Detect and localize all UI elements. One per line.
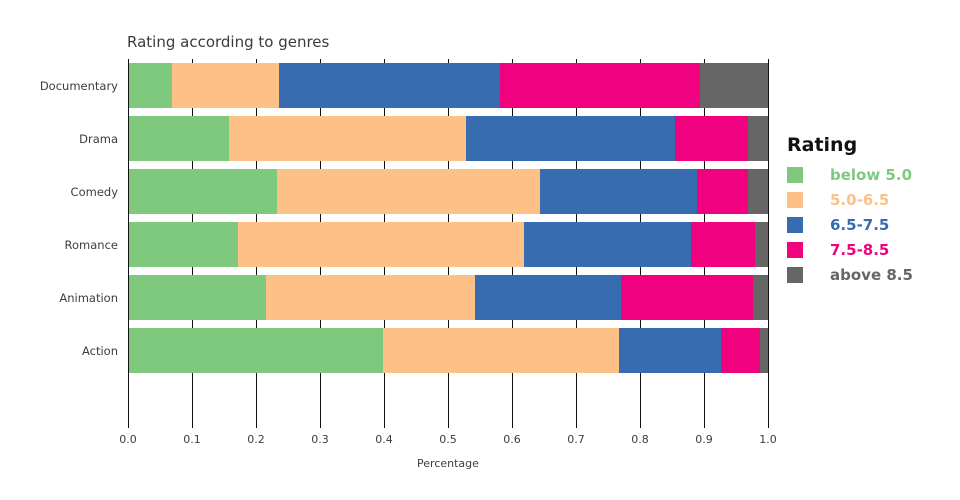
legend-title: Rating	[787, 134, 858, 156]
legend-label: below 5.0	[830, 166, 913, 184]
x-tick-label: 0.4	[375, 433, 393, 446]
legend-item: 6.5-7.5	[787, 217, 957, 233]
x-tick-label: 0.2	[247, 433, 265, 446]
bar-segment	[465, 116, 675, 161]
x-tick-label: 0.3	[311, 433, 329, 446]
plot-area	[127, 59, 769, 428]
bar-segment	[129, 328, 383, 373]
x-tick-label: 0.9	[695, 433, 713, 446]
bar-segment	[721, 328, 761, 373]
legend-label: 7.5-8.5	[830, 241, 890, 259]
bar-segment	[621, 275, 753, 320]
bar-segment	[748, 169, 768, 214]
bar-segment	[674, 116, 749, 161]
legend-swatch-icon	[787, 217, 803, 233]
gridline	[767, 59, 769, 428]
bar-segment	[539, 169, 698, 214]
y-tick-label: Animation	[59, 290, 118, 305]
legend-label: above 8.5	[830, 266, 913, 284]
bar-segment	[690, 222, 755, 267]
bar-segment	[748, 116, 768, 161]
bar-segment	[752, 275, 768, 320]
y-tick-label: Action	[81, 343, 118, 358]
y-tick-label: Comedy	[70, 184, 118, 199]
legend-item: 5.0-6.5	[787, 192, 957, 208]
bar-row-action	[129, 328, 768, 373]
y-tick-label: Drama	[79, 131, 118, 146]
bar-segment	[279, 63, 501, 108]
bar-segment	[277, 169, 540, 214]
x-axis-title: Percentage	[417, 457, 479, 470]
bar-segment	[760, 328, 768, 373]
x-tick-label: 0.5	[439, 433, 457, 446]
x-tick-label: 0.1	[183, 433, 201, 446]
legend-swatch-icon	[787, 167, 803, 183]
bar-row-comedy	[129, 169, 768, 214]
bar-segment	[129, 116, 229, 161]
bar-row-documentary	[129, 63, 768, 108]
legend-item: 7.5-8.5	[787, 242, 957, 258]
bar-segment	[129, 169, 278, 214]
x-tick-label: 0.8	[631, 433, 649, 446]
bar-row-drama	[129, 116, 768, 161]
bar-segment	[129, 275, 267, 320]
bar-segment	[475, 275, 621, 320]
bar-segment	[500, 63, 700, 108]
bar-segment	[129, 222, 239, 267]
legend-items: below 5.0 5.0-6.5 6.5-7.5 7.5-8.5 above 8.5	[787, 167, 957, 283]
x-tick-label: 0.6	[503, 433, 521, 446]
y-tick-label: Documentary	[39, 78, 118, 93]
chart-title: Rating according to genres	[127, 33, 330, 51]
legend-item: above 8.5	[787, 267, 957, 283]
legend: Rating below 5.0 5.0-6.5 6.5-7.5 7.5-8.5 abo…	[787, 134, 957, 292]
bar-segment	[699, 63, 768, 108]
bar-segment	[523, 222, 691, 267]
bar-segment	[697, 169, 749, 214]
bar-segment	[228, 116, 466, 161]
bar-segment	[266, 275, 476, 320]
legend-swatch-icon	[787, 242, 803, 258]
bar-segment	[172, 63, 280, 108]
bar-segment	[238, 222, 524, 267]
legend-label: 5.0-6.5	[830, 191, 890, 209]
x-tick-label: 1.0	[759, 433, 777, 446]
legend-item: below 5.0	[787, 167, 957, 183]
y-axis-line	[128, 59, 129, 428]
bar-row-romance	[129, 222, 768, 267]
legend-label: 6.5-7.5	[830, 216, 890, 234]
legend-swatch-icon	[787, 267, 803, 283]
bar-segment	[382, 328, 620, 373]
bar-segment	[619, 328, 722, 373]
legend-swatch-icon	[787, 192, 803, 208]
x-tick-label: 0.7	[567, 433, 585, 446]
y-tick-label: Romance	[64, 237, 118, 252]
bar-segment	[129, 63, 173, 108]
x-tick-label: 0.0	[119, 433, 137, 446]
bar-segment	[754, 222, 768, 267]
bar-row-animation	[129, 275, 768, 320]
